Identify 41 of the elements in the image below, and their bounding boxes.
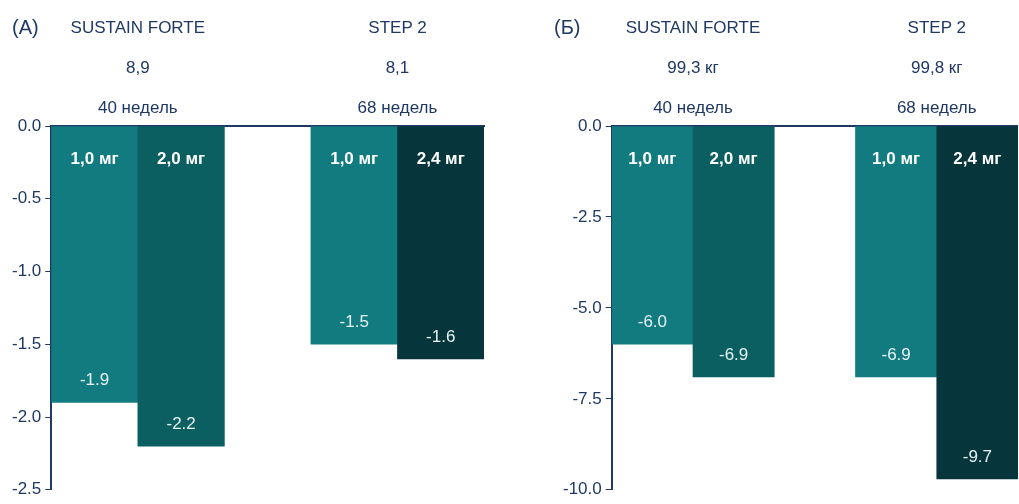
data-label: -6.0	[637, 311, 668, 331]
x-tick-label: 2,0 мг	[709, 148, 758, 168]
text: 68 недель	[896, 97, 977, 117]
data-label: -9.7	[962, 446, 993, 466]
data-label: -6.9	[718, 344, 749, 364]
text: 68 недель	[357, 97, 438, 117]
chart-title: (Б)	[554, 15, 581, 38]
text: 99,8 кг	[911, 57, 963, 77]
data-label: -1.6	[426, 326, 456, 346]
text: 40 недель	[653, 97, 733, 117]
y-tick-label: -7.5	[572, 388, 602, 408]
text: 8,9	[126, 57, 150, 77]
y-tick-label: -1.5	[12, 333, 42, 353]
text: 8,1	[385, 57, 410, 77]
x-tick-label: 2,4 мг	[953, 148, 1002, 168]
chart-title: (А)	[12, 15, 39, 38]
text: 40 недель	[97, 97, 178, 117]
y-tick-label: -2.5	[572, 206, 602, 226]
data-label: -1.9	[79, 370, 110, 390]
text: STEP 2	[907, 17, 966, 37]
x-tick-label: 1,0 мг	[872, 148, 921, 168]
y-tick-label: -2.5	[12, 479, 42, 499]
text: STEP 2	[368, 17, 427, 37]
x-tick-label: 1,0 мг	[70, 148, 119, 168]
text: SUSTAIN FORTE	[625, 17, 761, 37]
text: SUSTAIN FORTE	[70, 17, 206, 37]
data-label: -1.5	[339, 311, 369, 331]
y-tick-label: -2.0	[12, 406, 42, 426]
x-tick-label: 1,0 мг	[330, 148, 379, 168]
y-tick-label: -1.0	[12, 261, 42, 281]
y-tick-label: -5.0	[572, 297, 602, 317]
x-tick-label: 2,0 мг	[157, 148, 206, 168]
y-tick-label: 0.0	[578, 115, 602, 135]
data-label: -2.2	[166, 413, 196, 433]
y-tick-label: -10.0	[563, 479, 602, 499]
y-tick-label: 0.0	[17, 115, 42, 135]
x-tick-label: 2,4 мг	[416, 148, 465, 168]
data-label: -6.9	[881, 344, 911, 364]
x-tick-label: 1,0 мг	[628, 148, 677, 168]
y-tick-label: -0.5	[12, 188, 42, 208]
text: 99,3 кг	[667, 57, 719, 77]
